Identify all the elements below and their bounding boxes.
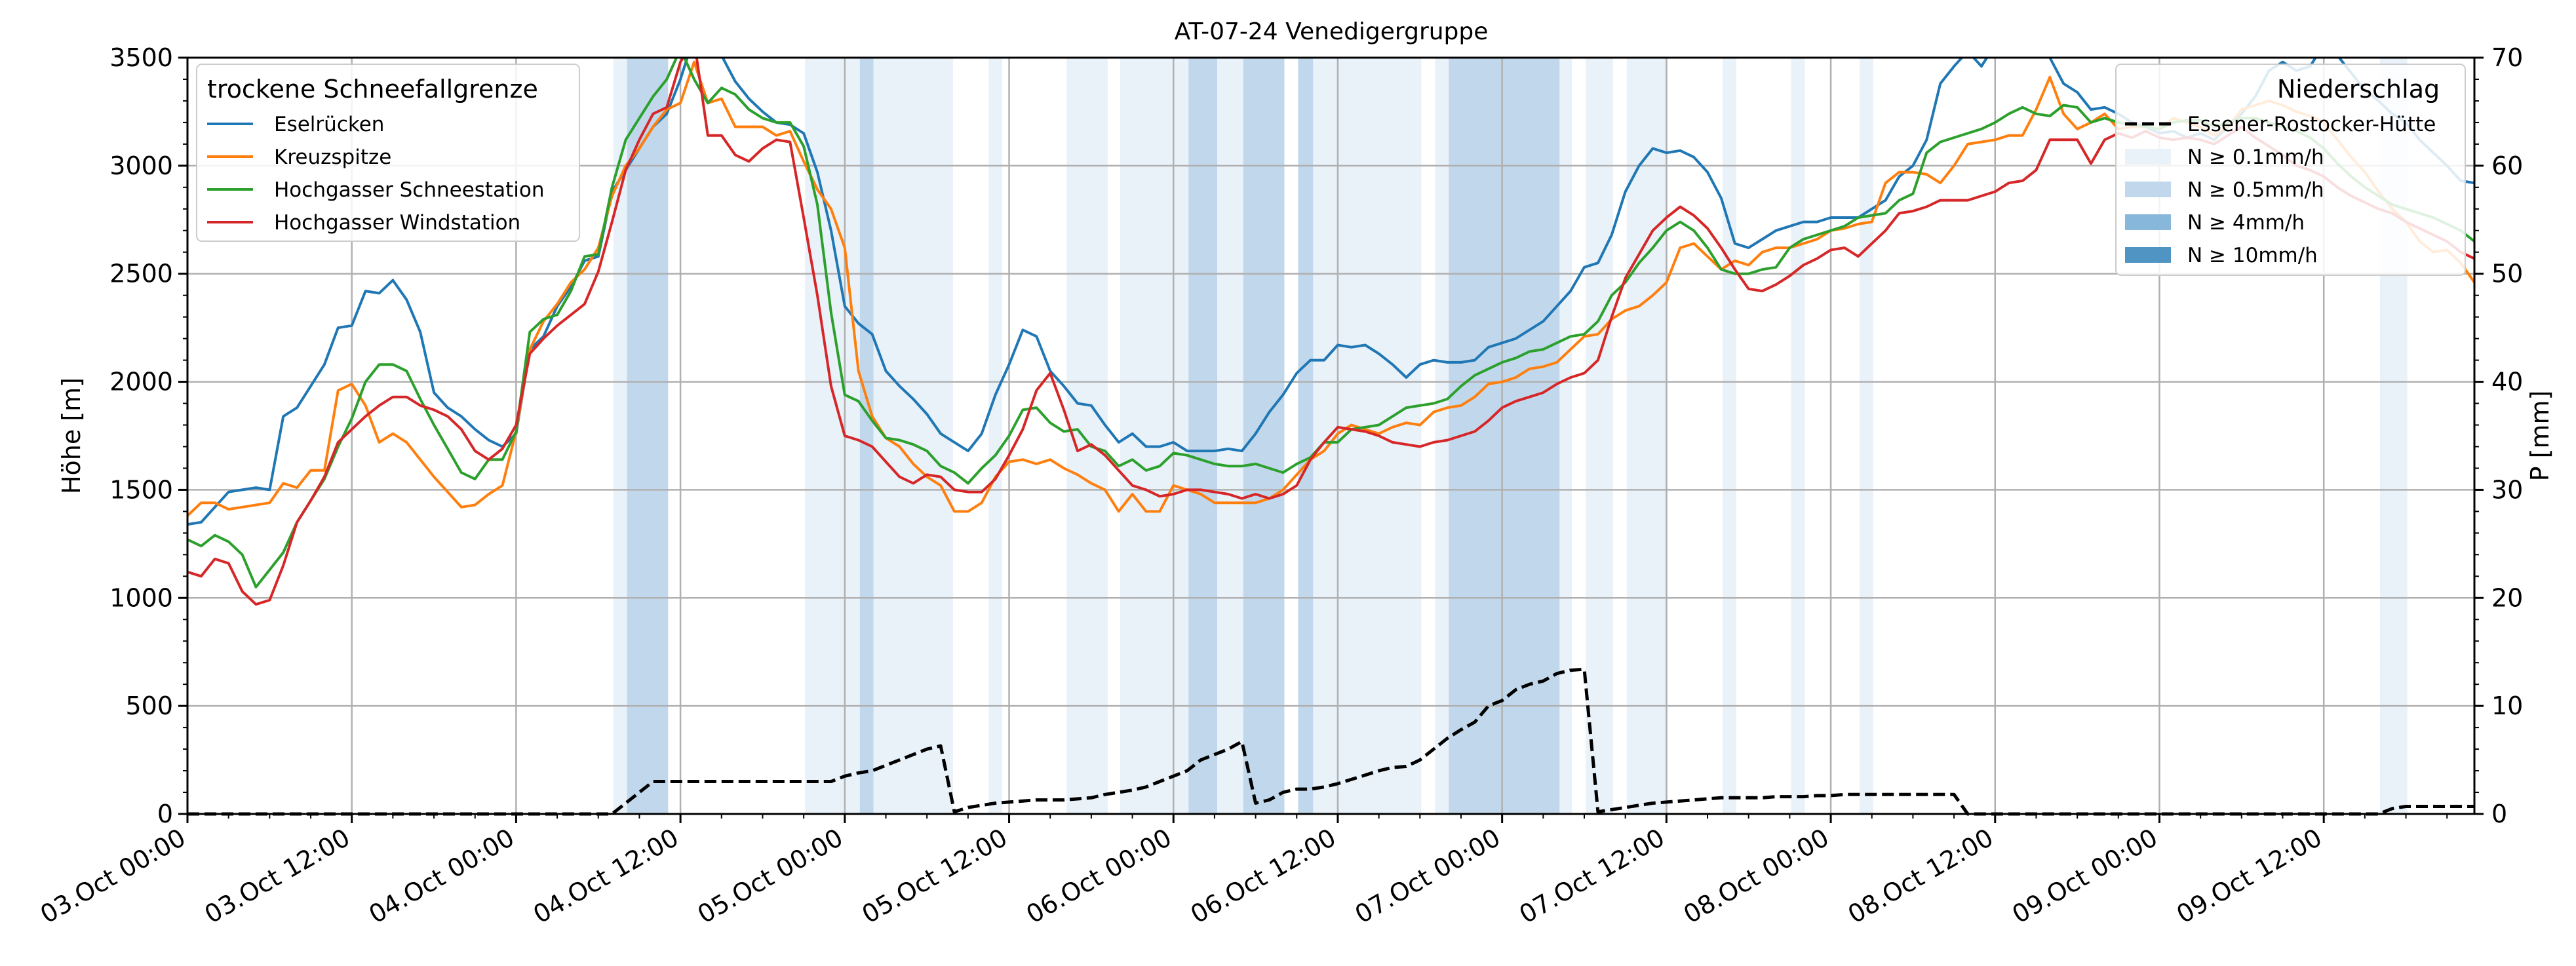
precip-bands	[613, 58, 2408, 814]
y-axis-label-left: Höhe [m]	[57, 377, 86, 494]
legend-band-label-3: N ≥ 10mm/h	[2187, 244, 2318, 267]
legend-band-label-1: N ≥ 0.5mm/h	[2187, 178, 2324, 202]
legend-precip-line-label: Essener-Rostocker-Hütte	[2187, 113, 2436, 136]
precip-band	[1626, 58, 1668, 814]
legend-label-0: Eselrücken	[274, 113, 384, 136]
precip-band	[627, 58, 669, 814]
chart-title: AT-07-24 Venedigergruppe	[1175, 18, 1489, 45]
y-right-tick-label: 30	[2491, 475, 2523, 504]
precip-band	[1723, 58, 1736, 814]
legend-left-items: Eselrücken Kreuzspitze Hochgasser Schneest…	[207, 113, 544, 235]
legend-band-swatch-3	[2125, 247, 2171, 263]
precip-band	[1449, 58, 1560, 814]
precip-band	[1120, 58, 1189, 814]
precip-line-layer	[187, 667, 2474, 816]
y-right-tick-label: 70	[2491, 43, 2523, 72]
legend-right-items: N ≥ 0.1mm/h N ≥ 0.5mm/h N ≥ 4mm/h N ≥ 10mm/…	[2125, 145, 2324, 267]
y-right-tick-label: 10	[2491, 691, 2523, 720]
y-left-tick-label: 2000	[109, 368, 173, 396]
y-left-tick-label: 500	[125, 691, 173, 720]
legend-left-frame	[196, 64, 580, 242]
legend-label-1: Kreuzspitze	[274, 145, 391, 169]
legend-band-label-0: N ≥ 0.1mm/h	[2187, 145, 2324, 169]
series-line-3	[187, 58, 2474, 606]
legend-band-swatch-1	[2125, 182, 2171, 197]
precip-band	[988, 58, 1003, 814]
legend-label-2: Hochgasser Schneestation	[274, 178, 544, 202]
precip-band	[859, 58, 874, 814]
precip-band	[1586, 58, 1613, 814]
y-right-tick-label: 60	[2491, 151, 2523, 180]
precip-band	[1298, 58, 1314, 814]
precip-band	[1243, 58, 1285, 814]
y-axis-label-right: P [mm]	[2526, 391, 2554, 482]
legend-right: Niederschlag Essener-Rostocker-Hütte N ≥…	[2115, 64, 2466, 276]
y-left-tick-label: 0	[157, 800, 173, 828]
y-right-tick-label: 40	[2491, 368, 2523, 396]
precip-band	[1435, 58, 1449, 814]
legend-left-title: trockene Schneefallgrenze	[207, 75, 538, 104]
y-left-tick-label: 3500	[109, 43, 173, 72]
precip-band	[613, 58, 627, 814]
series-line-0	[187, 58, 2474, 526]
precip-band	[1217, 58, 1243, 814]
series-lines	[187, 58, 2474, 606]
legend-band-label-2: N ≥ 4mm/h	[2187, 211, 2305, 235]
y-left-tick-label: 1500	[109, 475, 173, 504]
y-left-tick-label: 1000	[109, 583, 173, 612]
legend-right-title: Niederschlag	[2277, 75, 2440, 104]
legend-right-frame	[2115, 64, 2466, 276]
precip-band	[1559, 58, 1572, 814]
legend-band-swatch-0	[2125, 149, 2171, 164]
plot-frame	[186, 56, 2476, 815]
series-line-2	[187, 58, 2474, 589]
legend-band-swatch-2	[2125, 214, 2171, 230]
y-right-tick-label: 50	[2491, 260, 2523, 288]
precip-band	[805, 58, 860, 814]
legend-left: trockene Schneefallgrenze Eselrücken Kreu…	[196, 64, 580, 242]
y-right-tick-label: 20	[2491, 583, 2523, 612]
legend-label-3: Hochgasser Windstation	[274, 211, 520, 235]
y-left-tick-label: 2500	[109, 260, 173, 288]
precip-band	[873, 58, 953, 814]
precip-line-essener-rostocker-huette	[187, 667, 2474, 816]
precip-band	[1791, 58, 1805, 814]
y-left-tick-label: 3000	[109, 151, 173, 180]
precip-band	[1859, 58, 1873, 814]
y-right-tick-label: 0	[2491, 800, 2507, 828]
precip-band	[1188, 58, 1218, 814]
